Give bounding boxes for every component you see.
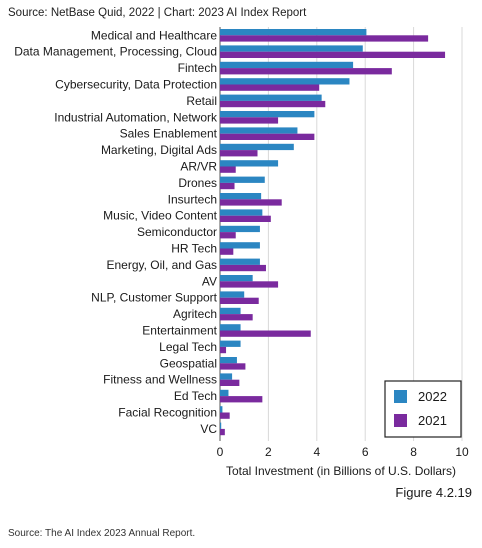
legend-swatch-2022 [394,390,407,403]
bar-2022 [220,193,262,200]
legend-swatch-2021 [394,414,407,427]
category-label: NLP, Customer Support [91,291,218,305]
bar-2021 [220,363,246,370]
bar-2022 [220,143,294,151]
x-axis-title: Total Investment (in Billions of U.S. Do… [226,464,456,478]
bar-2021 [220,412,230,419]
legend-label-2021: 2021 [418,413,447,428]
legend-box [384,380,462,438]
category-label: Energy, Oil, and Gas [107,258,218,272]
bar-2021 [220,84,320,91]
bar-2022 [220,111,315,118]
category-label: Medical and Healthcare [91,28,217,42]
bar-2022 [220,357,237,364]
category-label: Fitness and Wellness [103,373,217,387]
category-label: HR Tech [171,242,217,256]
bar-2022 [220,258,260,265]
bar-2022 [220,225,260,233]
bar-2022 [220,373,233,380]
bar-2021 [220,346,227,354]
bar-2021 [220,379,240,386]
bar-2022 [220,324,241,331]
category-label: Semiconductor [137,225,217,239]
category-label: Insurtech [168,192,217,206]
bar-2022 [220,160,279,167]
bar-2021 [220,314,253,321]
category-label: Facial Recognition [118,406,217,420]
source-header: Source: NetBase Quid, 2022 | Chart: 2023… [8,7,307,19]
bar-2022 [220,340,241,347]
bar-2021 [220,100,326,108]
bar-2021 [220,215,271,222]
bar-2021 [220,297,259,304]
figure-label: Figure 4.2.19 [395,485,472,500]
bar-2022 [220,127,298,134]
bar-2022 [220,422,222,429]
bar-2022 [220,176,265,183]
bar-2022 [220,94,322,101]
bar-2021 [220,166,236,173]
bars-layer [220,29,446,436]
x-tick-label: 6 [362,445,369,459]
bar-2022 [220,29,367,36]
category-label: Ed Tech [174,389,217,403]
bar-2022 [220,291,245,298]
bar-2021 [220,396,263,403]
bar-2021 [220,133,315,140]
category-label: Entertainment [142,324,217,338]
category-label: Music, Video Content [103,209,218,223]
category-label: AV [202,274,217,288]
bar-2022 [220,61,354,69]
category-label: VC [200,422,217,436]
category-labels: Medical and Healthcare Data Management, P… [14,28,218,436]
bar-2021 [220,330,311,337]
category-label: Marketing, Digital Ads [101,143,217,157]
category-label: Sales Enablement [120,127,218,141]
bar-2021 [220,281,279,288]
category-label: Cybersecurity, Data Protection [55,78,217,92]
x-tick-label: 4 [313,445,320,459]
bar-2021 [220,248,234,255]
bar-2021 [220,199,282,206]
bar-2021 [220,428,225,436]
category-label: Legal Tech [159,340,217,354]
category-label: Data Management, Processing, Cloud [14,45,217,59]
bar-2022 [220,275,253,282]
bar-2022 [220,389,229,397]
category-label: AR/VR [180,160,217,174]
bar-2022 [220,307,241,315]
category-label: Drones [178,176,217,190]
bar-2021 [220,182,235,190]
bar-2021 [220,232,236,239]
legend-label-2022: 2022 [418,389,447,404]
category-label: Geospatial [160,356,217,370]
category-label: Fintech [178,61,217,75]
x-tick-label: 10 [455,445,469,459]
bar-2021 [220,68,392,75]
footer-source: Source: The AI Index 2023 Annual Report. [8,528,195,539]
x-tick-label: 2 [265,445,272,459]
bar-2021 [220,264,266,272]
x-tick-label: 0 [217,445,224,459]
bar-2022 [220,45,363,52]
category-label: Agritech [173,307,217,321]
bar-2022 [220,78,350,85]
bar-2022 [220,209,263,216]
bar-2022 [220,242,260,249]
bar-2021 [220,35,429,42]
bar-2021 [220,51,446,58]
x-tick-label: 8 [410,445,417,459]
category-label: Industrial Automation, Network [54,110,218,124]
bar-2022 [220,406,223,413]
x-tick-labels: 0 2 4 6 8 10 [217,445,469,459]
legend: 2022 2021 [384,380,462,438]
category-label: Retail [186,94,217,108]
bar-2021 [220,117,279,124]
bar-2021 [220,150,258,157]
